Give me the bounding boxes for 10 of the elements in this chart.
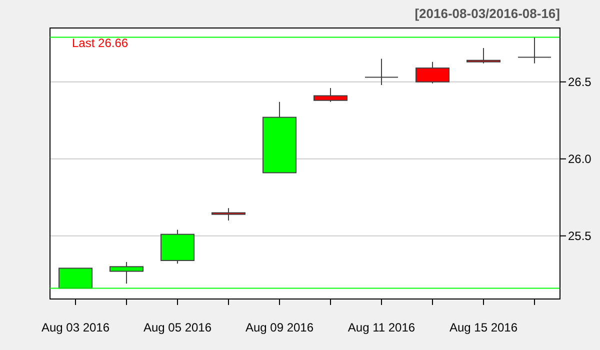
x-tick-label: Aug 05 2016 <box>143 320 212 335</box>
x-tick-label: Aug 15 2016 <box>449 320 518 335</box>
chart-subtitle: [2016-08-03/2016-08-16] <box>414 6 560 21</box>
x-tick-label: Aug 09 2016 <box>245 320 314 335</box>
x-tick-label: Aug 03 2016 <box>41 320 110 335</box>
y-tick-label: 25.5 <box>568 229 592 244</box>
y-tick-label: 26.5 <box>568 75 592 90</box>
y-tick-label: 26.0 <box>568 152 592 166</box>
x-tick-label: Aug 11 2016 <box>348 320 416 335</box>
annotation: Last 26.66 <box>72 36 128 50</box>
